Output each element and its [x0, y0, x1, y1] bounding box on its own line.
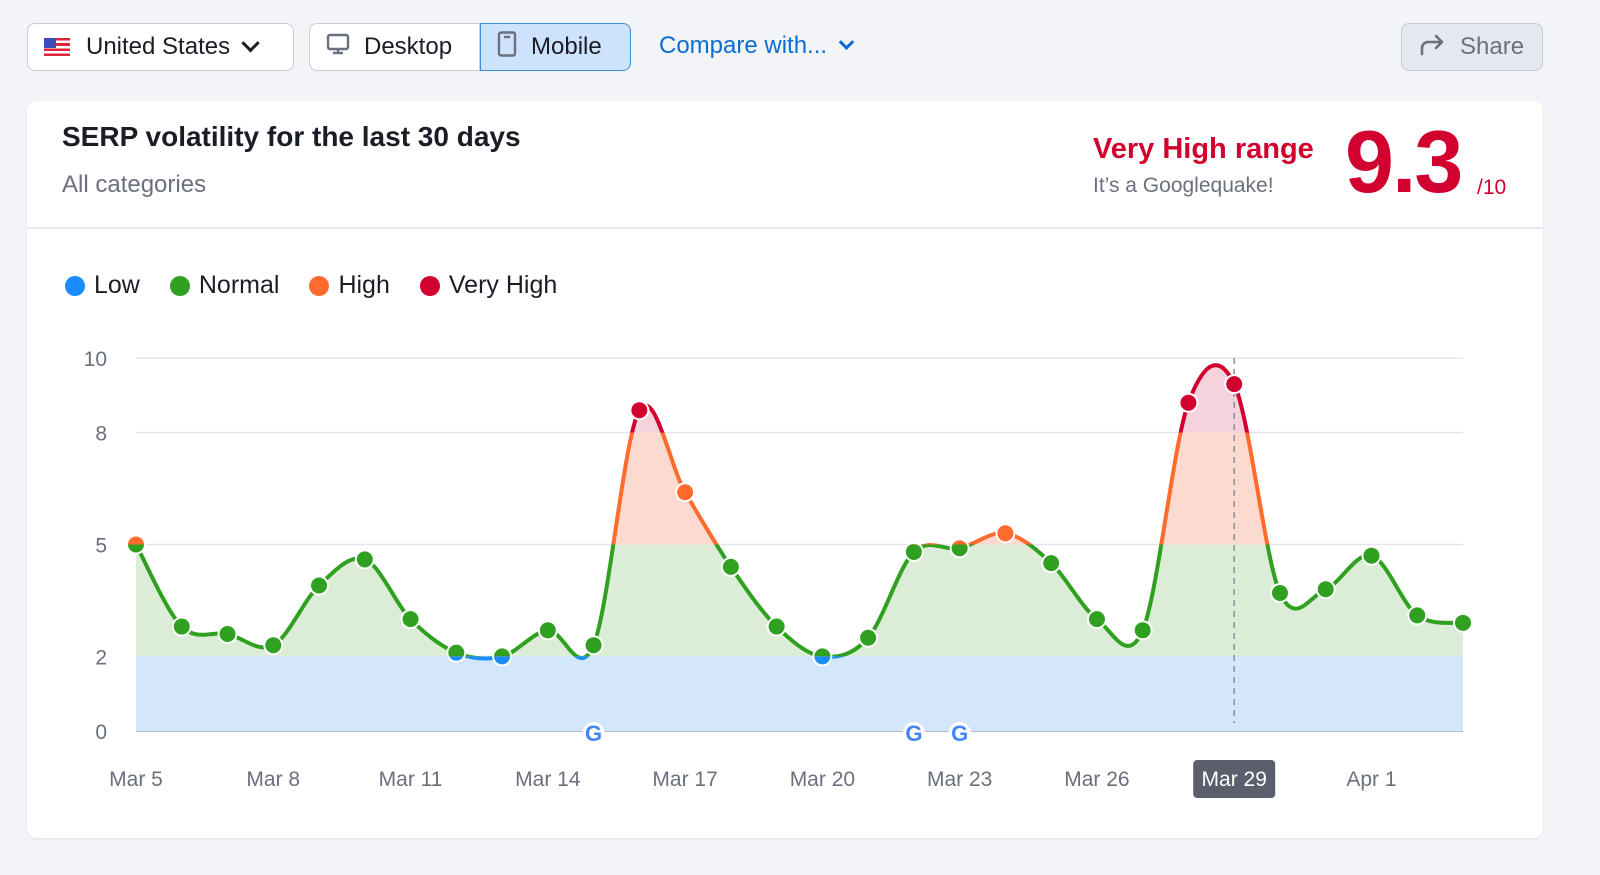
country-label: United States	[86, 33, 231, 60]
data-point[interactable]	[1041, 553, 1062, 574]
google-update-icon[interactable]: G	[902, 721, 925, 746]
data-point[interactable]	[1224, 374, 1245, 395]
x-tick-label: Mar 5	[109, 768, 163, 791]
x-tick-label: Mar 11	[379, 768, 443, 791]
range-description: It’s a Googlequake!	[1093, 174, 1274, 197]
x-tick-label: Mar 23	[927, 768, 992, 791]
data-point[interactable]	[1361, 545, 1382, 566]
share-icon	[1418, 32, 1446, 63]
data-point[interactable]	[537, 620, 558, 641]
mobile-button[interactable]: Mobile	[480, 23, 631, 71]
volatility-score: 9.3	[1345, 112, 1463, 211]
x-tick-label: Mar 17	[652, 768, 717, 791]
data-point[interactable]	[171, 616, 192, 637]
legend-item-low[interactable]: Low	[65, 271, 140, 300]
data-point[interactable]	[1315, 579, 1336, 600]
data-point[interactable]	[720, 556, 741, 577]
data-point[interactable]	[492, 646, 513, 667]
legend-item-normal[interactable]: Normal	[169, 271, 280, 300]
data-point[interactable]	[446, 642, 467, 663]
legend-label: Normal	[198, 271, 280, 299]
share-label: Share	[1460, 33, 1525, 60]
share-button[interactable]: Share	[1401, 23, 1543, 71]
data-point[interactable]	[858, 627, 879, 648]
y-tick-label: 0	[95, 721, 107, 744]
data-point[interactable]	[1407, 605, 1428, 626]
area-normal	[136, 544, 1463, 657]
x-tick-label: Mar 20	[790, 768, 855, 791]
x-tick-label: Mar 14	[515, 768, 581, 791]
legend-dot	[169, 275, 190, 296]
data-point[interactable]	[1086, 609, 1107, 630]
country-select[interactable]: United States	[27, 23, 294, 71]
data-point[interactable]	[1269, 582, 1290, 603]
svg-text:G: G	[951, 721, 968, 746]
data-point[interactable]	[995, 523, 1016, 544]
data-point[interactable]	[126, 534, 146, 555]
y-tick-label: 10	[84, 348, 107, 371]
data-point[interactable]	[1178, 392, 1199, 413]
google-update-icon[interactable]: G	[582, 721, 605, 746]
area-very-high	[632, 365, 1248, 433]
header-divider	[27, 227, 1543, 229]
data-point[interactable]	[629, 400, 650, 421]
desktop-button[interactable]: Desktop	[309, 23, 480, 71]
data-point[interactable]	[903, 541, 924, 562]
mobile-icon	[497, 30, 517, 64]
legend-dot	[419, 275, 440, 296]
y-tick-label: 2	[95, 646, 107, 669]
legend-dot	[309, 275, 330, 296]
us-flag-icon	[44, 38, 70, 56]
google-update-icon[interactable]: G	[948, 721, 971, 746]
desktop-label: Desktop	[364, 33, 453, 60]
compare-with-dropdown[interactable]: Compare with...	[659, 32, 855, 60]
highlighted-date-badge	[1193, 760, 1276, 798]
chart-legend: Low Normal High Very High	[65, 271, 587, 300]
data-point[interactable]	[675, 482, 696, 503]
legend-label: Very High	[448, 271, 558, 299]
data-point[interactable]	[309, 575, 330, 596]
svg-text:G: G	[905, 721, 922, 746]
mobile-label: Mobile	[531, 33, 602, 60]
svg-text:G: G	[585, 721, 602, 746]
low-band	[136, 656, 1463, 731]
data-point[interactable]	[1132, 620, 1153, 641]
compare-label: Compare with...	[659, 32, 828, 59]
device-toggle: Desktop Mobile	[309, 23, 631, 71]
desktop-icon	[326, 32, 350, 63]
card-title: SERP volatility for the last 30 days	[62, 121, 521, 152]
range-label: Very High range	[1093, 133, 1314, 165]
legend-item-very-high[interactable]: Very High	[419, 271, 558, 300]
x-tick-label: Apr 1	[1346, 768, 1396, 791]
card-subtitle: All categories	[62, 171, 207, 198]
legend-label: Low	[94, 271, 140, 299]
data-point[interactable]	[949, 538, 970, 559]
legend-dot	[65, 275, 85, 296]
score-max: /10	[1477, 176, 1507, 199]
x-tick-label: Mar 29	[1202, 768, 1267, 791]
data-point[interactable]	[354, 549, 375, 570]
data-point[interactable]	[766, 616, 787, 637]
data-point[interactable]	[263, 635, 284, 656]
data-point[interactable]	[812, 646, 833, 667]
data-point[interactable]	[583, 635, 604, 656]
y-tick-label: 5	[95, 535, 107, 558]
legend-item-high[interactable]: High	[309, 271, 390, 300]
data-point[interactable]	[1453, 612, 1473, 633]
series-line-high	[135, 432, 1270, 545]
data-point[interactable]	[217, 624, 238, 645]
x-tick-label: Mar 8	[246, 768, 300, 791]
data-point[interactable]	[400, 609, 421, 630]
legend-label: High	[338, 271, 390, 299]
y-tick-label: 8	[95, 423, 107, 446]
x-tick-label: Mar 26	[1064, 768, 1129, 791]
